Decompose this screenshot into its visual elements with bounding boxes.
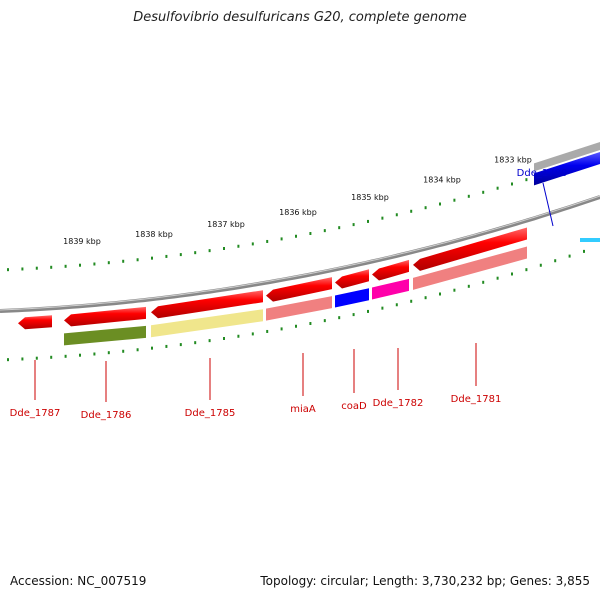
gene-label: Dde_1786 (81, 410, 132, 421)
gene-arrow (413, 227, 527, 271)
cog-bar (64, 325, 146, 346)
gene-label: Dde_1780 (517, 168, 568, 179)
gene-label: coaD (341, 401, 367, 412)
gene-arrow (534, 152, 600, 186)
cog-bar (413, 246, 527, 290)
gene-arrow (372, 259, 409, 281)
cog-bar (534, 142, 600, 172)
cog-bar (372, 278, 409, 300)
gene-label: miaA (290, 404, 316, 415)
gene-arrow (64, 306, 146, 327)
gene-label: Dde_1785 (185, 408, 236, 419)
gene-label: Dde_1781 (451, 394, 502, 405)
map-title: Desulfovibrio desulfuricans G20, complet… (133, 10, 467, 25)
gene-leader-line (542, 182, 554, 227)
cog-bar (335, 288, 369, 308)
cog-bar (266, 296, 332, 321)
genome-backbone-highlight (0, 195, 600, 311)
scale-label: 1838 kbp (135, 230, 173, 239)
scale-label: 1835 kbp (351, 193, 389, 202)
gene-arrow (266, 277, 332, 302)
cog-bar (151, 309, 263, 338)
gene-label: Dde_1787 (10, 408, 61, 419)
scale-label: 1834 kbp (423, 175, 461, 184)
gene-arrow (335, 269, 369, 289)
genome-backbone (0, 195, 600, 313)
accession-text: Accession: NC_007519 (10, 574, 147, 588)
scale-label: 1833 kbp (494, 156, 532, 165)
gene-arrow (18, 315, 52, 330)
scale-label: 1837 kbp (207, 220, 245, 229)
scale-label: 1839 kbp (63, 237, 101, 246)
cog-bar-accent (580, 238, 600, 242)
scale-label: 1836 kbp (279, 208, 317, 217)
topology-text: Topology: circular; Length: 3,730,232 bp… (260, 574, 590, 588)
gene-arrow (151, 290, 263, 319)
gene-label: Dde_1782 (373, 398, 424, 409)
